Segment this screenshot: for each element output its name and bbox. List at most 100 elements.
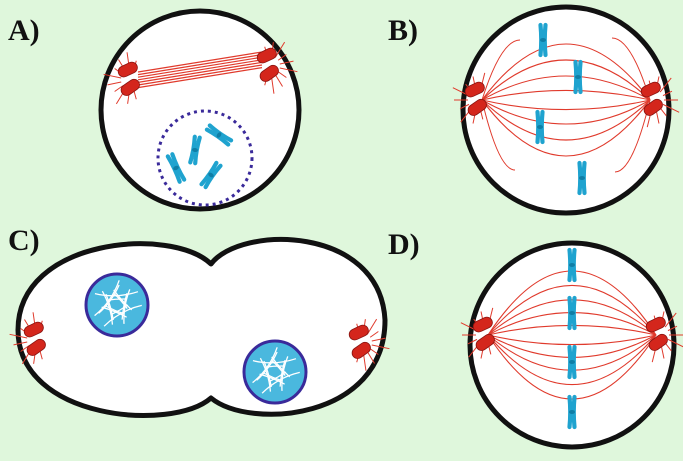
centromere	[216, 132, 222, 138]
chromatid	[207, 123, 234, 143]
nuclear-envelope	[242, 339, 308, 405]
panel-label-a: A)	[8, 14, 40, 47]
spindle-fiber	[481, 75, 651, 101]
aster-ray	[467, 338, 478, 345]
centriole	[640, 81, 661, 98]
chromosome	[577, 160, 587, 196]
spindle-fiber	[487, 334, 657, 386]
spindle-fiber	[481, 99, 651, 141]
aster-ray	[107, 81, 122, 86]
aster-ray	[662, 103, 680, 113]
aster-ray	[279, 60, 294, 65]
spindle-fiber	[481, 59, 651, 101]
centromere	[537, 125, 543, 129]
panel-label-d: D)	[388, 228, 420, 261]
centriole	[464, 81, 485, 98]
cell-membrane	[15, 237, 388, 418]
spindle-fiber	[487, 334, 657, 400]
centrosome-left	[460, 307, 495, 359]
spindle-fiber	[137, 54, 263, 76]
chromatid	[203, 163, 223, 190]
centromere	[575, 75, 581, 79]
aster-ray	[366, 318, 378, 335]
spindle-fibers	[481, 43, 651, 157]
chromatin	[121, 292, 128, 320]
centrosome-left	[103, 52, 140, 105]
spindle-fiber	[481, 39, 521, 101]
chromosome	[188, 134, 202, 166]
aster-ray	[277, 54, 287, 61]
centromere	[569, 311, 575, 315]
centrosome-right	[348, 318, 390, 371]
spindle-fiber	[481, 99, 516, 171]
chromosome	[538, 22, 548, 58]
spindle-fiber	[137, 56, 263, 78]
daughter-nucleus-right	[242, 339, 308, 405]
aster-ray	[667, 338, 683, 348]
spindle-fiber	[137, 61, 263, 83]
aster-ray	[274, 41, 286, 58]
panel-a-cell	[98, 8, 302, 212]
centrosome-right	[645, 311, 683, 363]
aster-ray	[667, 325, 678, 332]
panel-b-cell	[452, 4, 680, 216]
centriole	[26, 338, 46, 356]
aster-ray	[662, 90, 673, 97]
aster-ray	[371, 337, 386, 342]
centriole	[643, 98, 663, 116]
centrosome-right	[640, 76, 680, 128]
chromosome	[567, 247, 577, 283]
centromere	[569, 360, 575, 364]
centromere	[569, 410, 575, 414]
chromatin	[263, 360, 272, 388]
spindle-fiber	[481, 99, 651, 125]
aster-ray	[369, 348, 379, 355]
centriole	[256, 47, 277, 64]
aster-ray	[362, 352, 367, 371]
centrosome-right	[256, 41, 298, 94]
spindle-fiber	[487, 299, 657, 336]
chromatin	[279, 359, 286, 387]
panel-label-b: B)	[388, 14, 418, 47]
spindle-fiber	[487, 284, 657, 336]
centriole	[117, 61, 138, 78]
centromere	[540, 38, 546, 42]
centromere	[192, 147, 198, 153]
centriole	[348, 324, 369, 341]
chromosome	[567, 344, 577, 380]
panel-c-cell	[9, 237, 390, 418]
spindle-fiber	[137, 67, 263, 89]
aster-ray	[114, 85, 124, 92]
chromosome	[567, 295, 577, 331]
chromosome	[204, 123, 234, 147]
aster-ray	[277, 71, 287, 78]
centriole	[351, 341, 371, 359]
centromere	[569, 263, 575, 267]
aster-ray	[664, 342, 672, 352]
nuclear-envelope	[84, 272, 150, 338]
aster-ray	[103, 73, 122, 79]
spindle-fiber	[481, 99, 651, 157]
centriole	[648, 333, 668, 351]
aster-ray	[274, 74, 283, 87]
spindle-fiber	[481, 89, 651, 101]
centriole	[645, 316, 666, 333]
chromatin	[271, 356, 291, 378]
aster-ray	[659, 107, 667, 117]
aster-ray	[13, 341, 28, 346]
chromosome	[199, 160, 223, 190]
centrosome-left	[9, 312, 46, 365]
centriole	[472, 316, 493, 333]
centromere	[173, 165, 179, 171]
spindle-fibers	[137, 51, 263, 89]
chromatin	[114, 293, 128, 309]
panel-d-cell	[460, 240, 683, 450]
centriole	[467, 98, 487, 116]
aster-ray	[9, 333, 28, 339]
aster-ray	[20, 345, 30, 352]
chromatin	[98, 284, 120, 314]
aster-ray	[371, 344, 390, 350]
aster-ray	[664, 312, 677, 328]
